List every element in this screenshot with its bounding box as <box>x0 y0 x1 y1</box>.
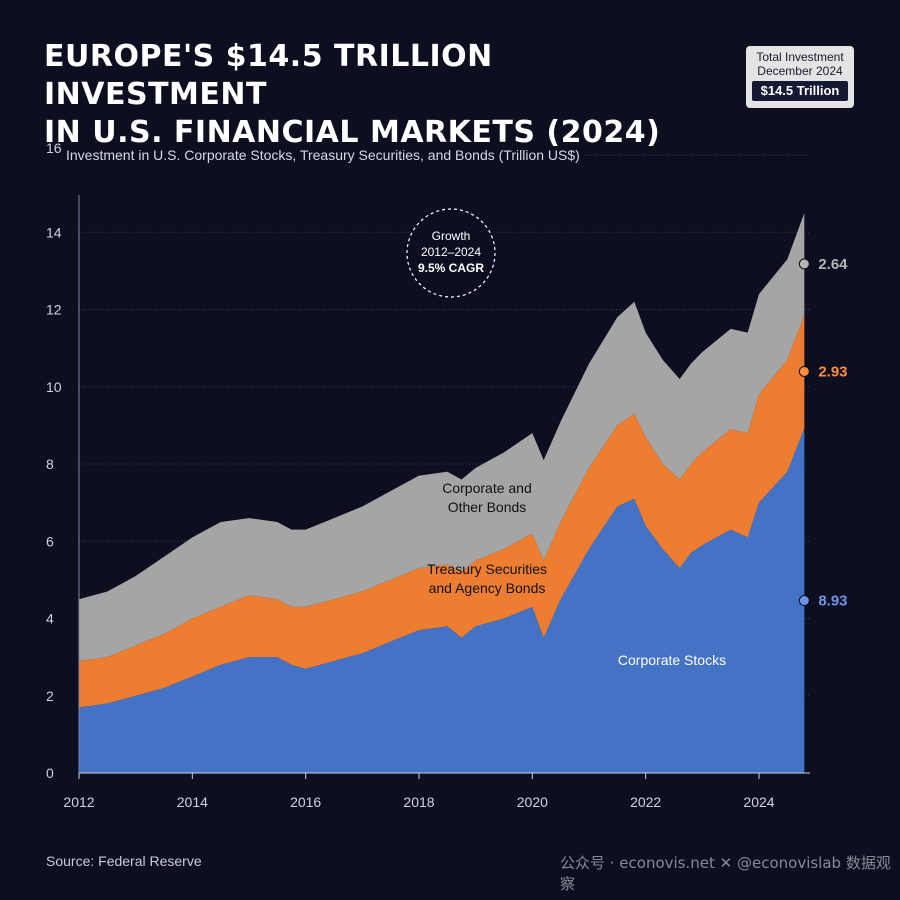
end-value-label-1: 2.93 <box>818 363 847 380</box>
series-label-2: Corporate and Other Bonds <box>442 480 532 515</box>
growth-annotation-line2: 2012–2024 <box>421 245 481 259</box>
growth-annotation-line1: Growth <box>432 229 471 243</box>
area-series-0 <box>79 428 805 773</box>
end-marker-2 <box>798 258 810 270</box>
y-tick-label: 10 <box>46 379 62 395</box>
chart-subtitle: Investment in U.S. Corporate Stocks, Tre… <box>66 147 580 163</box>
y-tick-label: 16 <box>46 140 62 156</box>
x-tick-label: 2016 <box>290 794 321 810</box>
growth-annotation-line3: 9.5% CAGR <box>418 261 484 275</box>
growth-annotation-circle <box>406 208 496 298</box>
badge-value: $14.5 Trillion <box>752 81 848 101</box>
area-series-2 <box>79 212 805 661</box>
x-tick-label: 2018 <box>403 794 434 810</box>
end-marker-0 <box>798 595 810 607</box>
area-series-1 <box>79 314 805 708</box>
y-tick-label: 6 <box>46 533 54 549</box>
x-tick-label: 2012 <box>63 794 94 810</box>
series-label-0: Corporate Stocks <box>618 652 726 668</box>
y-tick-label: 14 <box>46 224 62 240</box>
series-label-1: Treasury Securities and Agency Bonds <box>427 561 547 596</box>
x-tick-label: 2022 <box>630 794 661 810</box>
x-tick-label: 2020 <box>517 794 548 810</box>
watermark: 公众号 · econovis.net ✕ @econovislab 数据观察 <box>560 854 891 893</box>
chart-title-line1: EUROPE'S $14.5 TRILLION INVESTMENT <box>44 39 493 112</box>
end-value-label-2: 2.64 <box>818 256 848 273</box>
area-series <box>79 212 805 773</box>
x-tick-label: 2024 <box>743 794 774 810</box>
end-value-label-0: 8.93 <box>818 593 847 610</box>
y-tick-label: 4 <box>46 611 54 627</box>
y-tick-label: 2 <box>46 688 54 704</box>
y-tick-label: 0 <box>46 765 54 781</box>
y-tick-label: 12 <box>46 302 62 318</box>
chart-title: EUROPE'S $14.5 TRILLION INVESTMENT IN U.… <box>44 38 684 152</box>
total-investment-badge: Total Investment December 2024 $14.5 Tri… <box>746 46 854 108</box>
axes: 0 2 4 6 8 10 12 14 16 2012 2014 2016 2018 2020 2022 202… <box>46 140 810 810</box>
chart-title-line2: IN U.S. FINANCIAL MARKETS (2024) <box>44 115 661 150</box>
chart-labels: Corporate Stocks Treasury Securities and A… <box>406 208 848 668</box>
end-marker-1 <box>798 365 810 377</box>
x-tick-label: 2014 <box>177 794 208 810</box>
badge-date: December 2024 <box>757 64 843 78</box>
badge-label: Total Investment <box>756 50 844 64</box>
source-note: Source: Federal Reserve <box>46 853 202 869</box>
y-tick-label: 8 <box>46 456 54 472</box>
